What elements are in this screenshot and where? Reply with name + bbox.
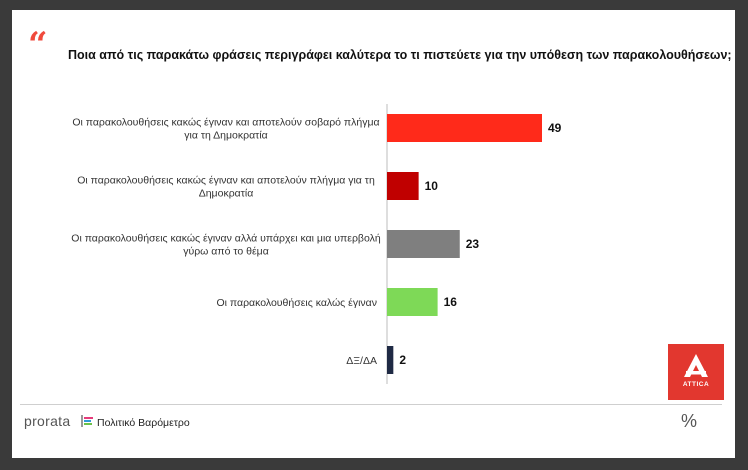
category-label-1: Οι παρακολουθήσεις κακώς έγιναν και αποτ…: [77, 175, 375, 200]
attica-logo: [668, 344, 724, 400]
attica-logo-text: ATTICA: [682, 381, 710, 388]
brand-bars-icon: [81, 415, 93, 427]
footer-divider: [20, 404, 722, 405]
footer-title: Πολιτικό Βαρόμετρο: [97, 417, 190, 429]
category-label-0: Οι παρακολουθήσεις κακώς έγιναν και αποτ…: [72, 117, 379, 142]
brand-name: prorata: [24, 413, 71, 429]
value-label-3: 16: [444, 295, 458, 309]
quote-icon: “: [28, 25, 48, 65]
value-label-4: 2: [399, 353, 406, 367]
bar-0: [387, 114, 542, 142]
attica-a-icon: [684, 354, 708, 377]
bar-4: [387, 346, 394, 374]
percent-icon: %: [681, 411, 698, 431]
bar-1: [387, 172, 419, 200]
chart-panel: [12, 10, 735, 458]
value-label-2: 23: [466, 237, 480, 251]
category-label-4: ΔΞ/ΔΑ: [346, 355, 377, 367]
chart-question: Ποια από τις παρακάτω φράσεις περιγράφει…: [68, 48, 732, 62]
value-label-0: 49: [548, 121, 562, 135]
bar-2: [387, 230, 460, 258]
bar-3: [387, 288, 438, 316]
value-label-1: 10: [425, 179, 439, 193]
category-label-3: Οι παρακολουθήσεις καλώς έγιναν: [216, 297, 377, 309]
category-label-2: Οι παρακολουθήσεις κακώς έγιναν αλλά υπά…: [71, 233, 381, 258]
